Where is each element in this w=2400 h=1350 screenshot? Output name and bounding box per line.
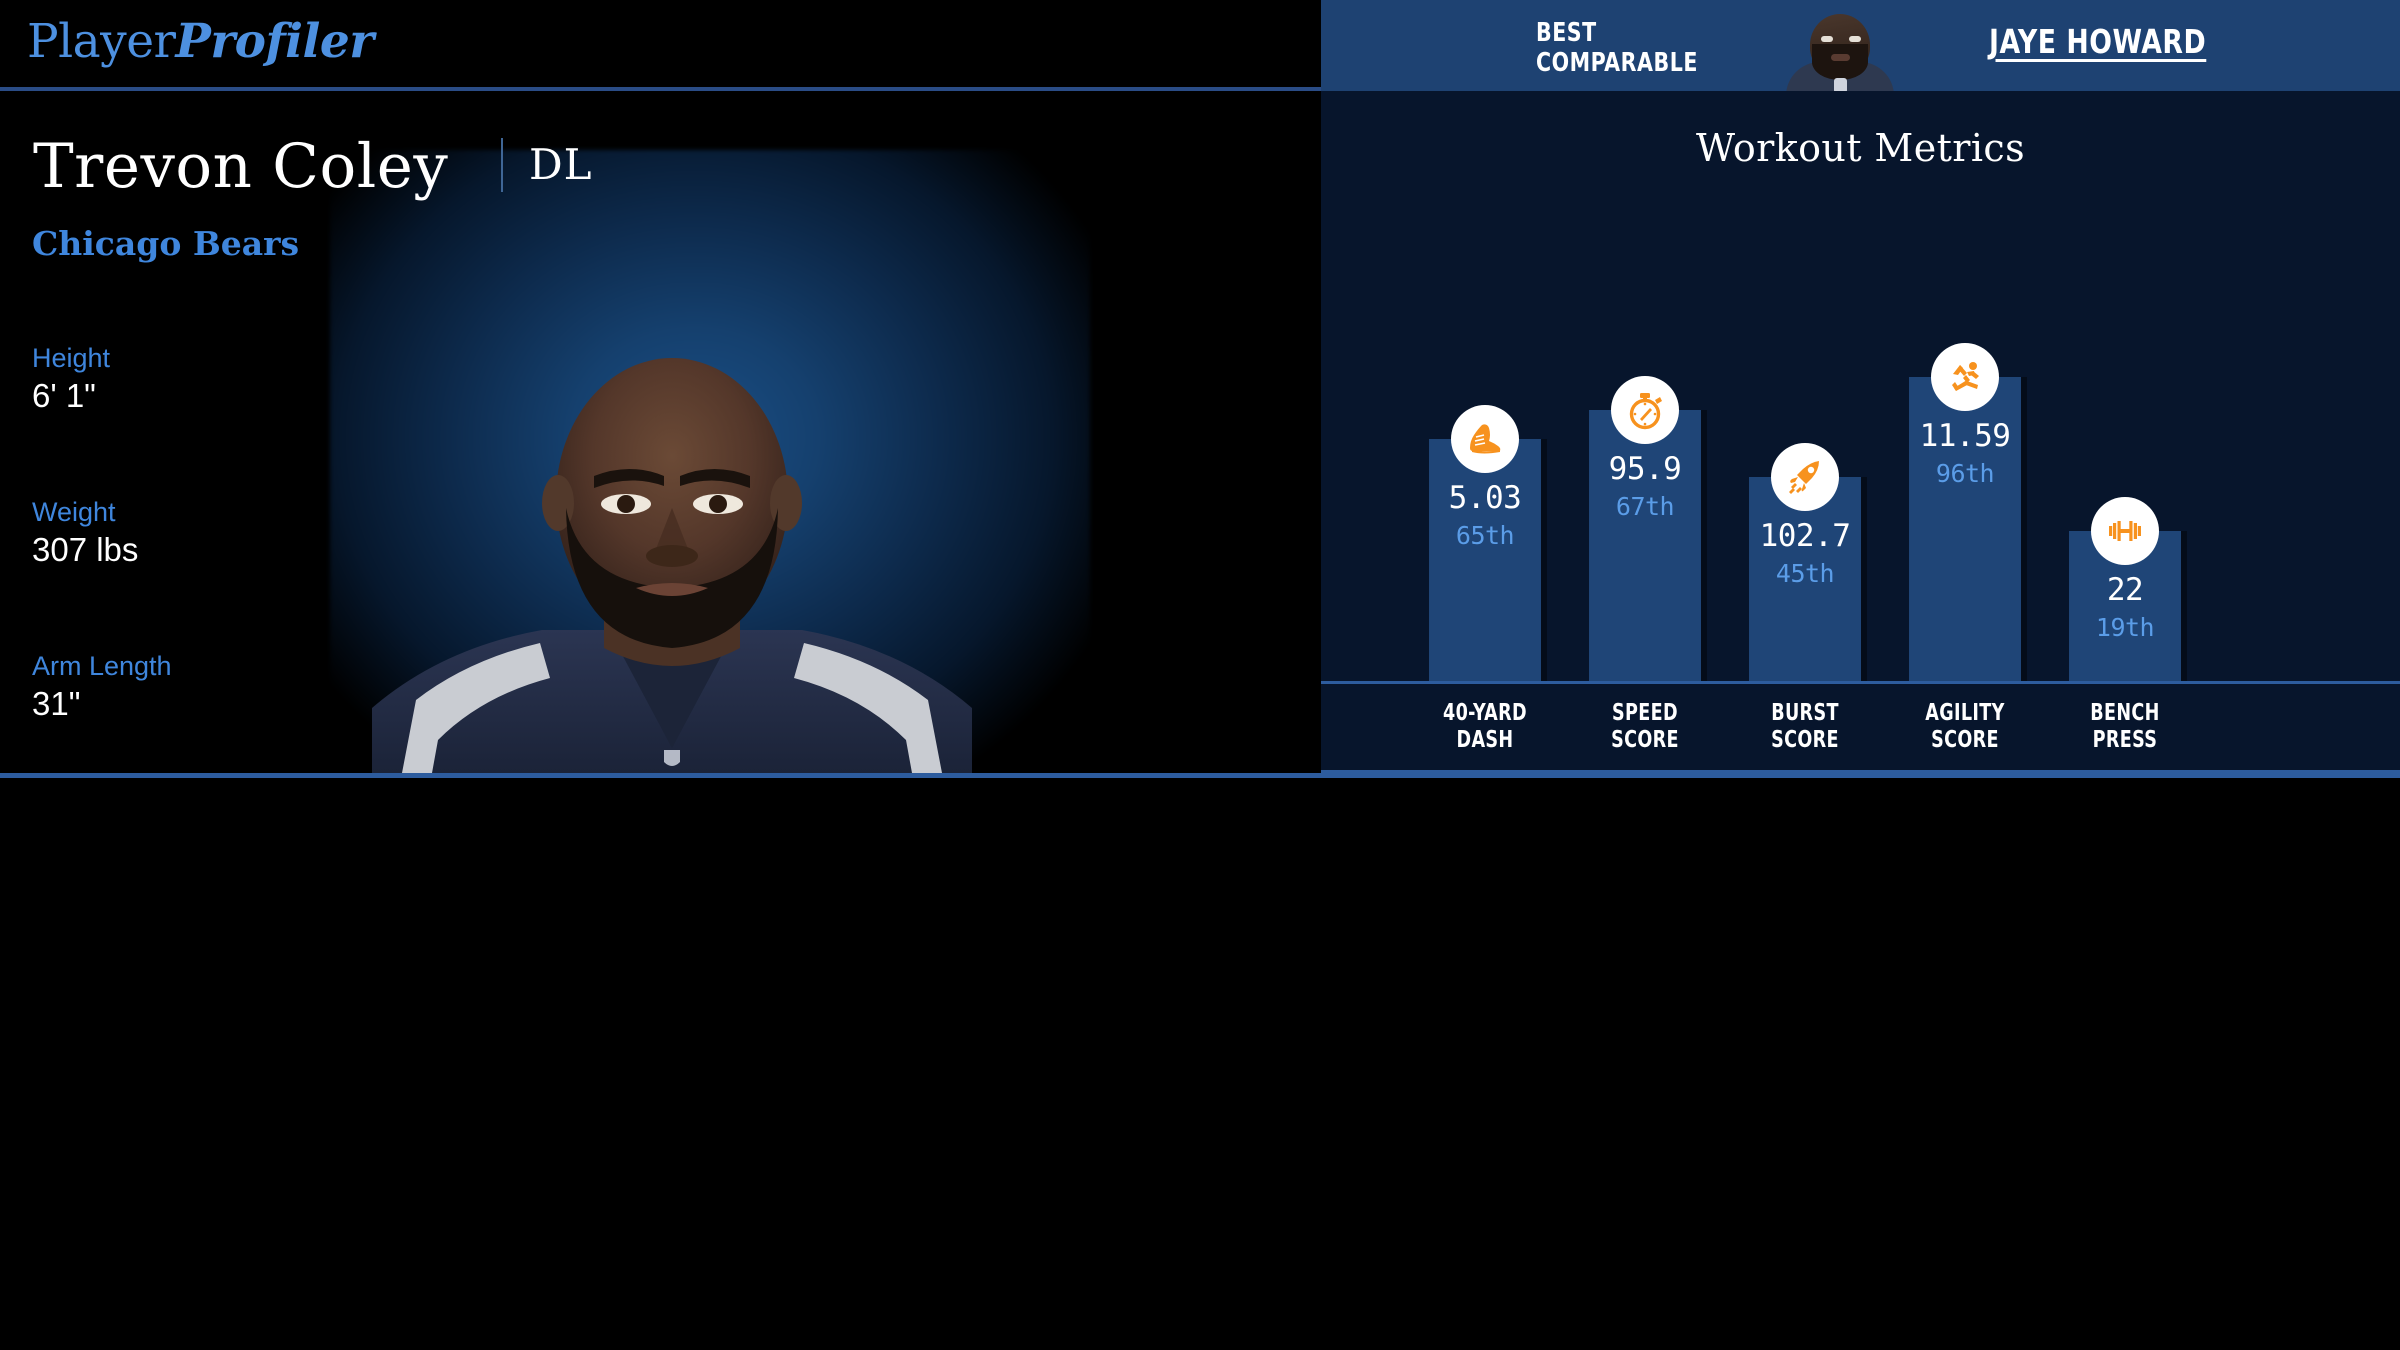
bar-40-yard-dash[interactable] [1429, 439, 1541, 682]
stat-arm-length: Arm Length 31" [32, 649, 172, 725]
logo-text-profiler: Profiler [175, 14, 375, 69]
bar-speed-score[interactable] [1589, 410, 1701, 682]
bar-percentile-burst-score: 45th [1775, 559, 1835, 588]
bar-value-bench-press: 22 [2106, 572, 2144, 608]
stopwatch-icon [1611, 376, 1679, 444]
workout-metrics-panel: BEST COMPARABLE JAYE HOWARD Workout Metr… [1321, 0, 2400, 773]
playerprofiler-logo[interactable]: PlayerProfiler [27, 13, 374, 71]
name-position-divider [501, 138, 503, 192]
bar-agility-score[interactable] [1909, 377, 2021, 682]
axis-label-bench-press: BENCH PRESS [2090, 700, 2160, 753]
player-position: DL [529, 140, 593, 189]
bar-percentile-40-yard-dash: 65th [1455, 521, 1515, 550]
running-man-icon [1931, 343, 1999, 411]
chart-axis-labels: 40-YARD DASH SPEED SCORE BURST SCORE AGILIT… [1321, 690, 2400, 773]
bar-value-burst-score: 102.7 [1759, 518, 1851, 554]
axis-label-40-yard-dash: 40-YARD DASH [1443, 700, 1527, 753]
player-info-panel: PlayerProfiler [0, 0, 1321, 773]
logo-text-player: Player [27, 14, 176, 69]
bar-column-bench-press[interactable]: 22 19th [2069, 497, 2181, 682]
workout-metrics-chart: 5.03 65th [1321, 190, 2400, 682]
axis-label-burst-score: BURST SCORE [1771, 700, 1839, 753]
best-comparable-header: BEST COMPARABLE JAYE HOWARD [1321, 0, 2400, 91]
best-comparable-label: BEST COMPARABLE [1536, 18, 1698, 78]
bar-value-speed-score: 95.9 [1608, 451, 1682, 487]
bar-column-40-yard-dash[interactable]: 5.03 65th [1429, 405, 1541, 682]
bar-value-40-yard-dash: 5.03 [1448, 480, 1522, 516]
comparable-player-link[interactable]: JAYE HOWARD [1989, 22, 2207, 61]
stat-arm-length-label: Arm Length [32, 651, 172, 681]
player-team[interactable]: Chicago Bears [32, 224, 300, 263]
comparable-avatar [1772, 0, 1908, 91]
shoe-icon [1451, 405, 1519, 473]
bar-percentile-speed-score: 67th [1615, 492, 1675, 521]
dumbbell-icon [2091, 497, 2159, 565]
player-headshot [372, 348, 972, 773]
axis-label-speed-score: SPEED SCORE [1611, 700, 1679, 753]
stat-height: Height 6' 1" [32, 341, 110, 417]
rocket-icon [1771, 443, 1839, 511]
chart-axis-line [1321, 681, 2400, 684]
stat-arm-length-value: 31" [32, 685, 81, 722]
stat-height-label: Height [32, 343, 111, 373]
stat-weight-value: 307 lbs [32, 531, 139, 568]
bar-percentile-agility-score: 96th [1935, 459, 1995, 488]
axis-label-agility-score: AGILITY SCORE [1925, 700, 2005, 753]
logo-bar: PlayerProfiler [0, 0, 1321, 91]
panel-bottom-rule [1321, 770, 2400, 773]
page-title: Trevon Coley [33, 131, 449, 202]
bar-percentile-bench-press: 19th [2095, 613, 2155, 642]
bar-column-speed-score[interactable]: 95.9 67th [1589, 376, 1701, 682]
stat-height-value: 6' 1" [32, 377, 96, 414]
bar-value-agility-score: 11.59 [1919, 418, 2011, 454]
stat-weight-label: Weight [32, 497, 116, 527]
stat-weight: Weight 307 lbs [32, 495, 138, 571]
player-profile-card: PlayerProfiler [0, 0, 2400, 778]
bar-column-burst-score[interactable]: 102.7 45th [1749, 443, 1861, 682]
bar-burst-score[interactable] [1749, 477, 1861, 682]
metrics-title: Workout Metrics [1695, 126, 2026, 170]
bar-column-agility-score[interactable]: 11.59 96th [1909, 343, 2021, 682]
